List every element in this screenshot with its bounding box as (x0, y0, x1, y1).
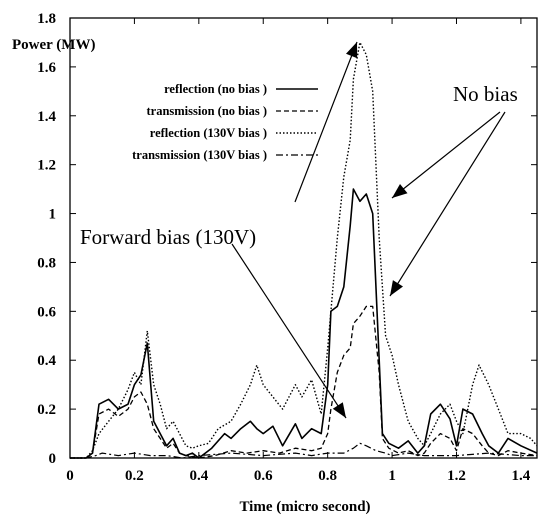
x-axis-ticks: 0 0.2 0.4 0.6 0.8 1 1.2 1.4 (66, 18, 531, 484)
y-tick-label: 1 (49, 207, 57, 223)
arrow-forward-reflection-head (346, 42, 358, 59)
arrow-nobias-reflection-head (392, 184, 408, 198)
y-axis-ticks: 0 0.2 0.4 0.6 0.8 1 1.2 1.4 1.6 1.8 (37, 11, 537, 467)
y-tick-label: 0.4 (37, 353, 56, 369)
arrow-forward-transmission-shaft (231, 243, 347, 419)
series-line-3 (70, 41, 538, 459)
x-tick-label: 1 (388, 468, 396, 484)
x-tick-label: 1.4 (512, 468, 531, 484)
series-line-2 (70, 305, 538, 459)
x-tick-label: 0.6 (254, 468, 273, 484)
annotation-no-bias: No bias (453, 82, 518, 106)
plot-border (69, 17, 538, 459)
x-tick-label: 0.2 (125, 468, 144, 484)
arrow-nobias-transmission-head (390, 280, 403, 296)
x-axis-label: Time (micro second) (239, 499, 370, 515)
annotation-forward-bias: Forward bias (130V) (80, 225, 256, 249)
series-line-4 (70, 442, 537, 459)
y-tick-label: 1.8 (37, 11, 56, 27)
arrow-nobias-transmission-shaft (389, 111, 506, 297)
y-tick-label: 1.4 (37, 109, 56, 125)
y-tick-label: 0 (49, 451, 57, 467)
y-tick-label: 1.2 (37, 158, 56, 174)
legend-label-1: reflection (no bias ) (164, 82, 267, 96)
plot-frame (69, 17, 538, 459)
y-axis-label: Power (MW) (12, 37, 95, 53)
legend-label-2: transmission (no bias ) (146, 104, 267, 118)
x-tick-label: 0.4 (189, 468, 208, 484)
x-tick-label: 0.8 (318, 468, 337, 484)
annotation-arrows (231, 41, 506, 419)
arrow-forward-reflection-shaft (294, 41, 358, 203)
x-tick-label: 1.2 (447, 468, 466, 484)
legend-label-4: transmission (130V bias ) (132, 148, 267, 162)
series-lines (70, 41, 538, 459)
series-line-1 (70, 188, 538, 459)
arrow-nobias-reflection-shaft (391, 111, 501, 199)
legend-label-3: reflection (130V bias ) (150, 126, 267, 140)
y-tick-label: 0.2 (37, 402, 56, 418)
x-tick-label: 0 (66, 468, 74, 484)
y-tick-label: 0.6 (37, 304, 56, 320)
y-tick-label: 0.8 (37, 255, 56, 271)
legend: reflection (no bias ) transmission (no bi… (132, 82, 318, 162)
y-tick-label: 1.6 (37, 60, 56, 76)
arrow-forward-transmission-head (332, 402, 346, 418)
